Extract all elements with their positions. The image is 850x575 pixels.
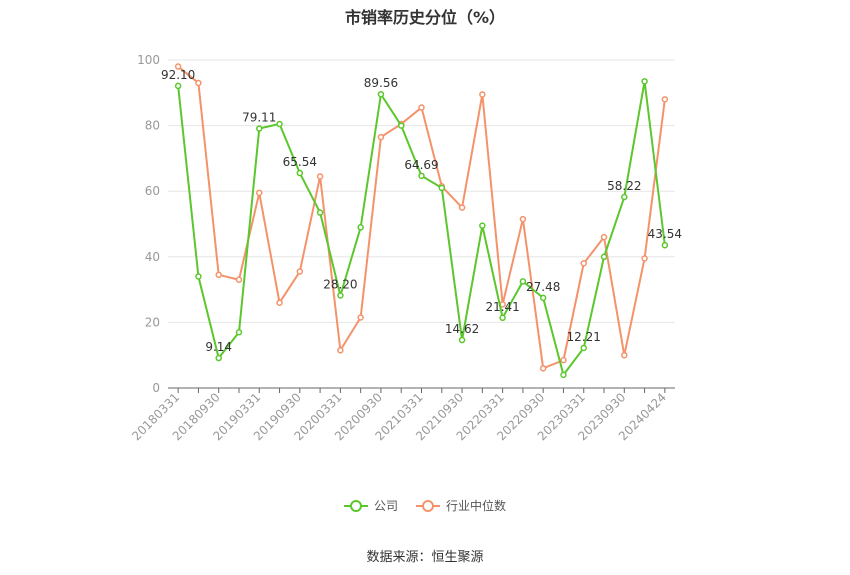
data-point-1 [316, 173, 324, 180]
data-point-0 [438, 184, 446, 192]
y-tick-label: 20 [145, 315, 160, 329]
data-label: 43.54 [648, 227, 682, 241]
data-point-1 [296, 268, 304, 275]
data-point-0 [499, 314, 506, 322]
data-point-1 [235, 276, 243, 284]
data-label: 27.48 [526, 280, 560, 294]
data-point-0 [539, 294, 547, 302]
data-point-0 [316, 209, 324, 216]
data-point-0 [600, 253, 608, 261]
chart-title: 市销率历史分位（%） [344, 8, 506, 27]
data-point-1 [519, 215, 527, 223]
chart-axes: 0204060801002018033120180930201903312019… [129, 53, 675, 443]
data-point-0 [215, 354, 222, 362]
legend-industry-swatch-icon [416, 499, 440, 513]
data-label: 12.21 [567, 330, 601, 344]
data-source-note: 数据来源：恒生聚源 [366, 550, 484, 565]
data-point-0 [661, 241, 669, 249]
data-point-0 [621, 193, 628, 201]
data-label: 64.69 [404, 158, 438, 172]
data-point-0 [357, 224, 364, 231]
data-point-1 [641, 255, 648, 262]
data-point-1 [600, 233, 608, 241]
y-tick-label: 0 [152, 381, 160, 395]
data-point-1 [580, 260, 587, 267]
data-point-0 [458, 336, 466, 344]
data-point-1 [661, 96, 669, 103]
data-point-0 [560, 371, 567, 379]
data-point-0 [397, 122, 405, 129]
data-point-1 [377, 133, 385, 141]
data-point-0 [235, 328, 243, 336]
series-layer [174, 63, 669, 379]
data-point-1 [276, 299, 283, 306]
data-point-0 [519, 278, 527, 285]
y-tick-label: 40 [145, 250, 160, 264]
data-point-1 [479, 91, 486, 98]
legend-company-label: 公司 [373, 499, 398, 513]
data-point-1 [458, 204, 466, 211]
data-label: 9.14 [205, 340, 232, 354]
data-point-1 [337, 347, 344, 354]
data-point-1 [621, 351, 628, 359]
data-label: 28.20 [323, 278, 357, 292]
data-point-1 [215, 271, 222, 279]
y-tick-label: 80 [145, 119, 160, 133]
data-point-0 [580, 344, 587, 352]
y-tick-label: 100 [137, 53, 160, 67]
data-label: 89.56 [364, 76, 398, 90]
data-point-0 [641, 78, 648, 85]
data-point-0 [479, 222, 486, 229]
data-point-1 [560, 356, 567, 364]
data-label: 14.62 [445, 322, 479, 336]
legend-item-company[interactable]: 公司 [343, 497, 398, 514]
data-point-0 [256, 125, 263, 132]
data-label: 65.54 [283, 155, 317, 169]
legend-company-swatch-icon [343, 499, 368, 513]
data-point-1 [256, 189, 263, 197]
data-point-1 [539, 365, 547, 372]
legend-item-industry-median[interactable]: 行业中位数 [416, 497, 506, 514]
data-point-0 [195, 273, 202, 280]
data-label: 58.22 [607, 179, 641, 193]
data-point-0 [418, 172, 425, 180]
data-label: 92.10 [161, 68, 195, 82]
data-point-0 [276, 120, 283, 128]
data-point-1 [357, 314, 364, 321]
data-label: 79.11 [242, 111, 276, 125]
data-point-0 [337, 292, 344, 299]
data-point-1 [195, 79, 202, 87]
legend: 公司 行业中位数 [0, 497, 850, 514]
data-labels-layer: 92.10 9.14 79.11 65.54 28.20 89.56 64.69 14.62 2… [161, 68, 682, 354]
data-point-0 [377, 90, 385, 98]
legend-industry-label: 行业中位数 [446, 499, 507, 513]
data-point-1 [174, 63, 182, 70]
data-label: 21.41 [485, 300, 519, 314]
data-point-0 [296, 169, 304, 177]
data-point-0 [174, 82, 182, 90]
y-tick-label: 60 [145, 184, 160, 198]
data-point-1 [418, 104, 425, 111]
